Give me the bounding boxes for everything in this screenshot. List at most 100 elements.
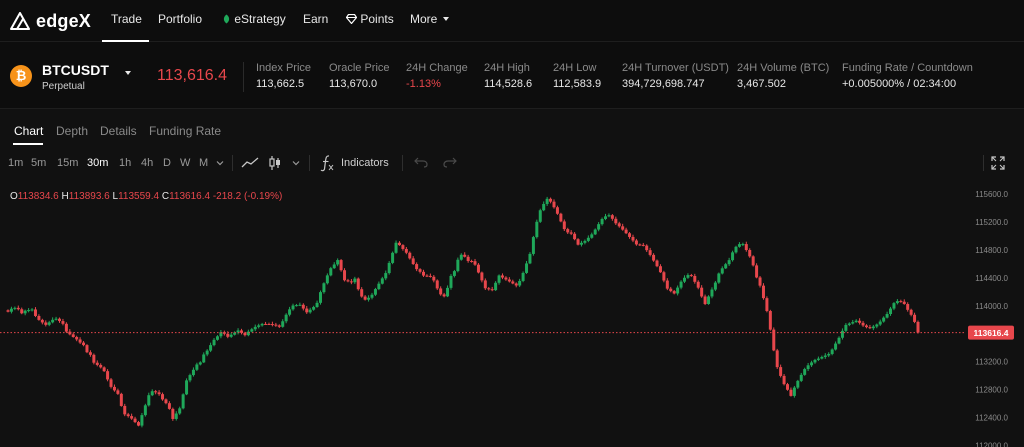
candle-body (500, 275, 504, 278)
candle-body (473, 261, 477, 265)
interval-30m[interactable]: 30m (87, 157, 109, 169)
candle-body (645, 245, 649, 251)
nav-earn[interactable]: Earn (303, 12, 329, 26)
y-tick-label: 114000.0 (975, 302, 1008, 311)
candle-body (318, 292, 322, 303)
interval-1h[interactable]: 1h (119, 157, 132, 169)
interval-m[interactable]: M (199, 157, 209, 169)
candle-body (744, 244, 748, 251)
candle-body (528, 253, 532, 264)
symbol-name[interactable]: BTCUSDT (42, 62, 109, 78)
candle-body (422, 271, 426, 276)
fullscreen-icon[interactable] (991, 156, 1005, 170)
candle-body (356, 278, 360, 290)
chevron-down-icon[interactable] (292, 160, 300, 166)
nav-portfolio[interactable]: Portfolio (158, 12, 203, 26)
candle-body (154, 391, 158, 393)
interval-d[interactable]: D (163, 157, 171, 169)
brand-name: edgeX (36, 10, 92, 31)
stat-funding-rate-value: +0.005000% / 02:34:00 (842, 78, 957, 90)
candle-body (226, 333, 230, 337)
y-tick-label: 113200.0 (975, 358, 1008, 367)
interval-1m[interactable]: 1m (8, 157, 24, 169)
candle-body (246, 331, 250, 336)
interval-15m[interactable]: 15m (57, 157, 79, 169)
candle-body (480, 272, 484, 281)
candle-body (418, 269, 422, 272)
candle-body (229, 334, 233, 337)
stat-24h-high-value: 114,528.6 (484, 78, 533, 90)
candle-body (504, 277, 508, 280)
candlestick-icon[interactable] (268, 155, 282, 171)
candlestick-chart[interactable]: 115600.0 115200.0 114800.0 114400.0 114000.0… (0, 180, 1024, 447)
tab-depth[interactable]: Depth (56, 124, 89, 138)
candle-body (143, 405, 147, 416)
nav-points[interactable]: Points (345, 12, 394, 26)
candle-body (569, 232, 573, 234)
candle-body (590, 234, 594, 238)
chevron-down-icon[interactable] (216, 160, 224, 166)
ohlc-low-key: L (112, 191, 119, 202)
y-tick-label: 115200.0 (975, 218, 1008, 227)
symbol-dropdown-icon[interactable] (125, 71, 131, 75)
candle-body (123, 405, 127, 415)
candle-body (614, 218, 618, 224)
candle-body (892, 303, 896, 309)
candle-body (384, 273, 388, 279)
candle-body (748, 250, 752, 257)
tab-chart[interactable]: Chart (14, 124, 44, 138)
candle-body (446, 287, 450, 297)
candle-body (353, 278, 357, 283)
candle-body (363, 296, 367, 300)
y-tick-label: 114400.0 (975, 274, 1008, 283)
function-icon[interactable] (320, 154, 334, 172)
candle-body (727, 260, 731, 265)
interval-w[interactable]: W (180, 157, 191, 169)
candle-body (604, 216, 608, 219)
indicators-button[interactable]: Indicators (341, 157, 389, 169)
candle-body (452, 271, 456, 276)
candle-body (676, 287, 680, 294)
candle-body (854, 320, 858, 323)
candle-body (737, 244, 741, 247)
chevron-down-icon (442, 17, 449, 21)
candle-body (655, 260, 659, 267)
tab-active-indicator (13, 143, 43, 145)
undo-icon[interactable] (414, 157, 428, 168)
brand-logo[interactable]: edgeX (10, 10, 91, 32)
y-tick-label: 115600.0 (975, 190, 1008, 199)
candle-body (449, 275, 453, 288)
candle-body (703, 296, 707, 305)
toolbar-divider (402, 155, 403, 171)
toolbar-divider (983, 155, 984, 171)
candle-body (806, 365, 810, 370)
candle-body (689, 275, 693, 277)
tab-details[interactable]: Details (100, 124, 137, 138)
candle-body (796, 380, 800, 388)
stat-24h-turnover-label: 24H Turnover (USDT) (622, 62, 729, 74)
interval-4h[interactable]: 4h (141, 157, 154, 169)
interval-5m[interactable]: 5m (31, 157, 47, 169)
candle-body (174, 413, 178, 419)
stat-24h-high-label: 24H High (484, 62, 530, 74)
nav-trade[interactable]: Trade (111, 12, 142, 26)
nav-estrategy[interactable]: eStrategy (222, 12, 286, 26)
candle-body (284, 314, 288, 322)
candle-body (868, 327, 872, 329)
redo-icon[interactable] (443, 157, 457, 168)
tab-funding-rate[interactable]: Funding Rate (149, 124, 222, 138)
candle-body (851, 322, 855, 324)
candle-body (212, 339, 216, 346)
candle-body (535, 221, 539, 238)
candle-body (343, 270, 347, 281)
candle-body (243, 332, 247, 336)
candle-body (789, 389, 793, 396)
candle-body (164, 399, 168, 404)
candle-body (377, 283, 381, 290)
line-chart-icon[interactable] (241, 156, 259, 170)
candle-body (54, 318, 58, 320)
ohlc-change: -218.2 (-0.19%) (212, 191, 283, 202)
nav-more[interactable]: More (410, 12, 449, 26)
candle-body (840, 330, 844, 338)
candle-body (823, 355, 827, 357)
